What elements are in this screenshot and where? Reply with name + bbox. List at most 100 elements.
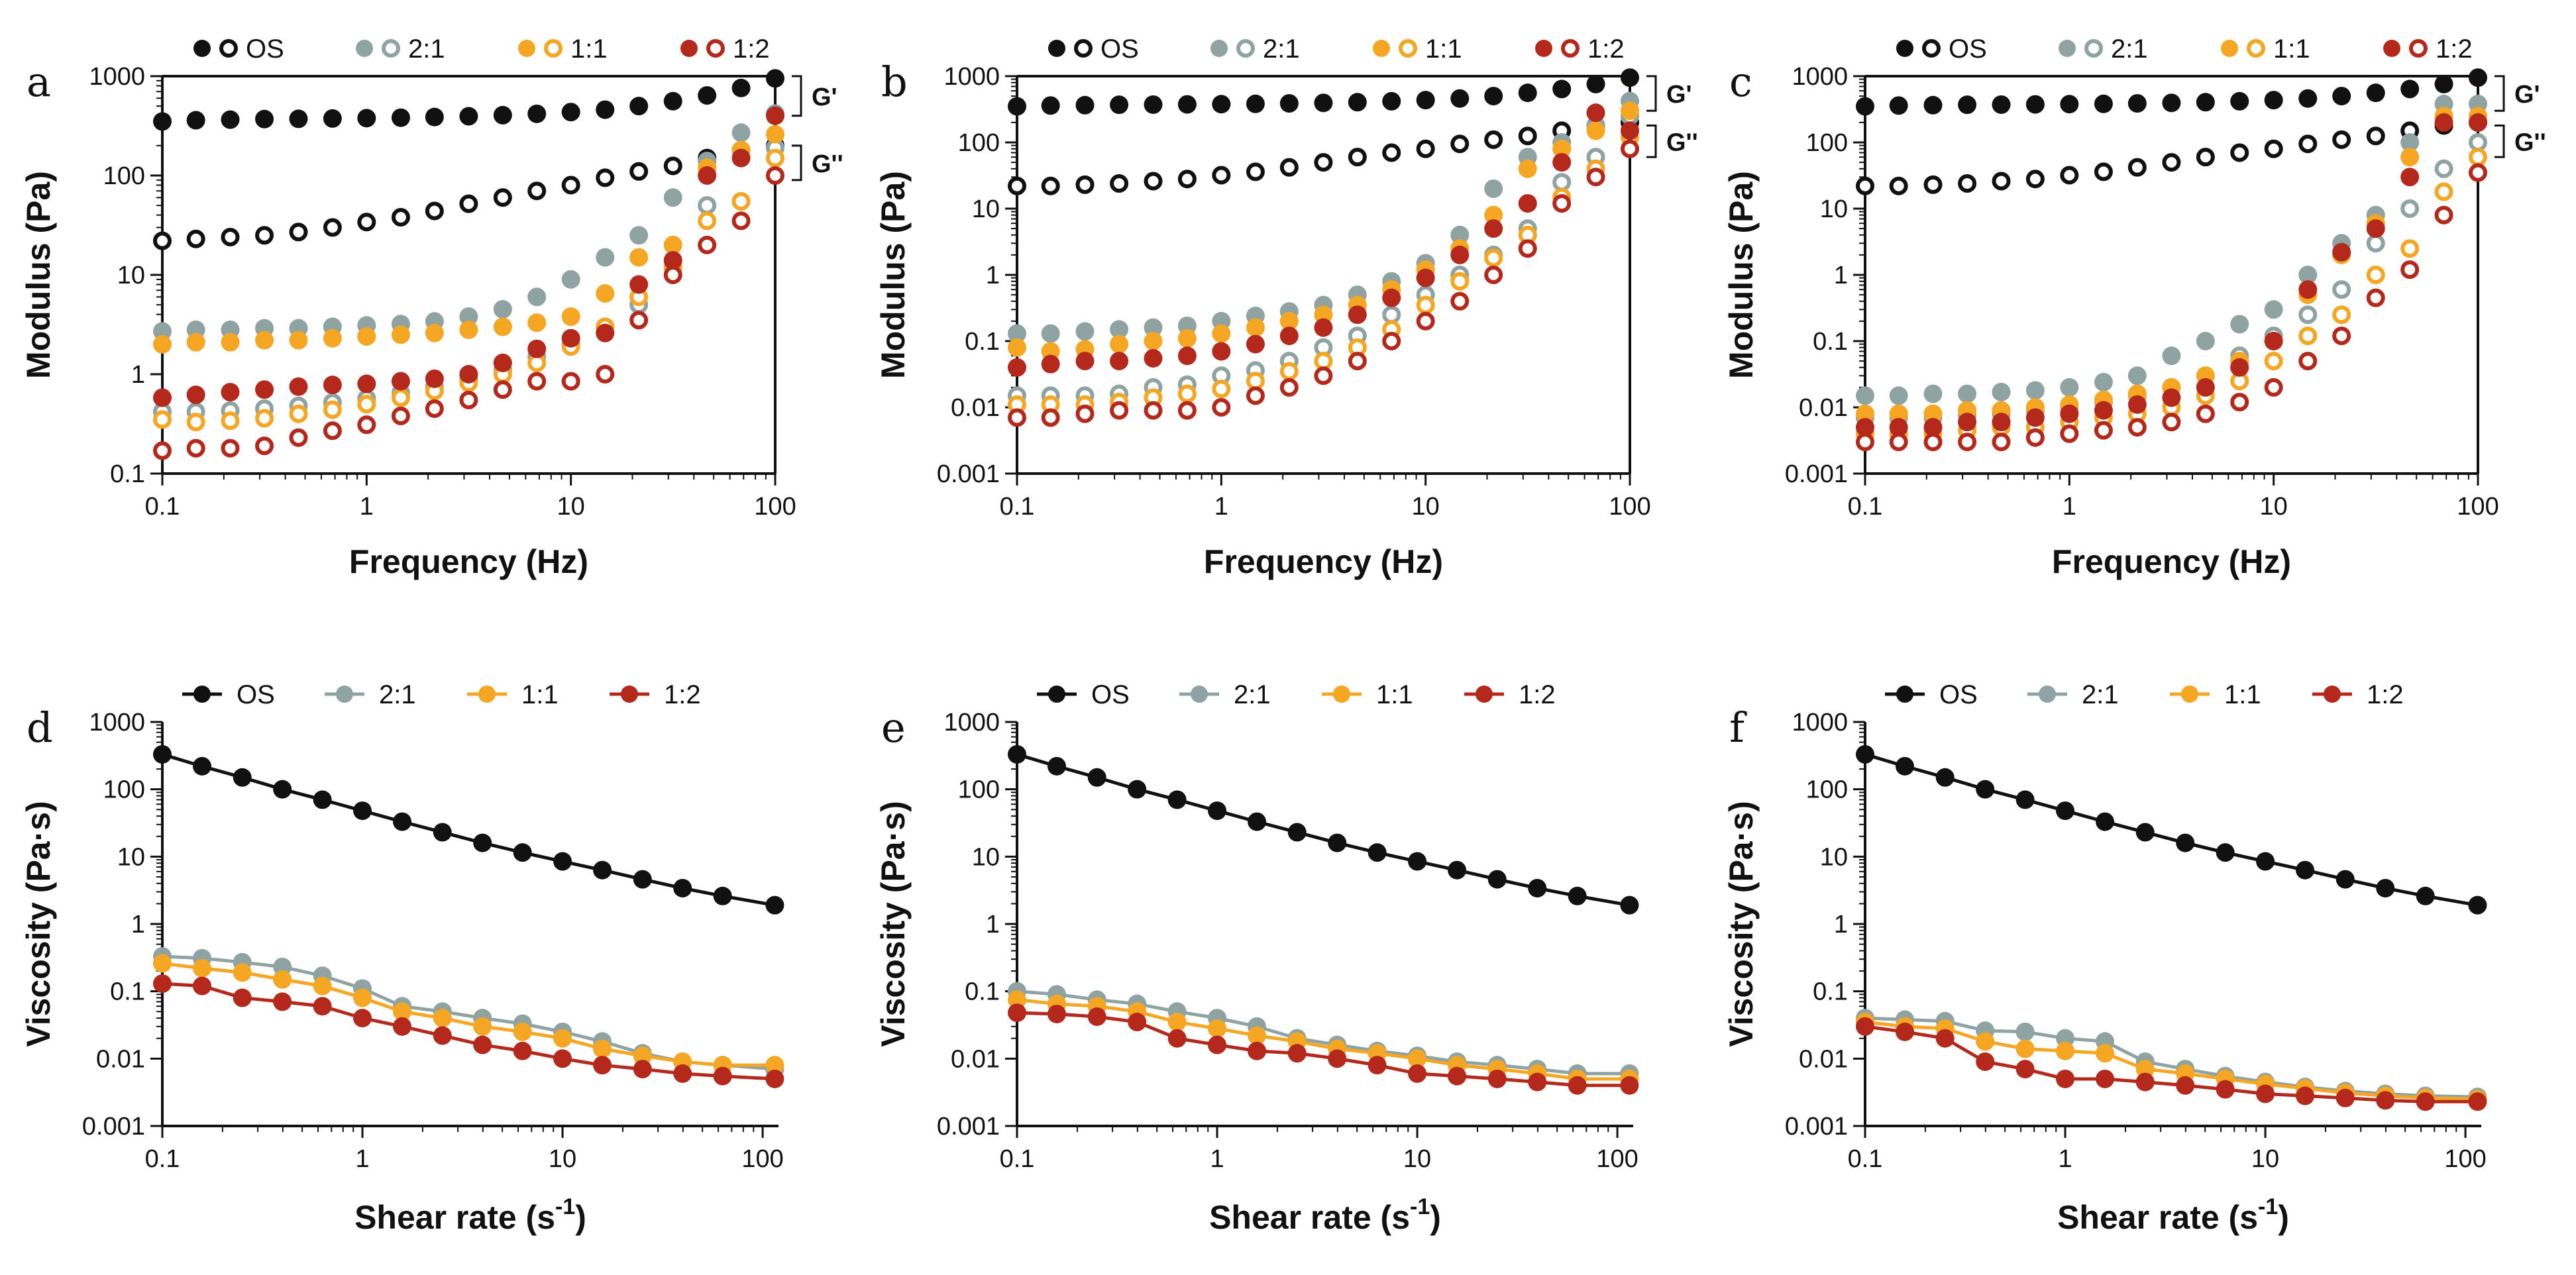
series-1-1 [1008,990,1639,1088]
data-point [2298,266,2318,284]
data-point [1246,318,1265,337]
bracket-label: G'' [1666,128,1698,156]
data-point [153,112,172,131]
data-point [313,790,332,809]
y-tick-label: 10 [117,262,145,289]
data-point-open [391,407,410,426]
data-point [633,1046,652,1066]
data-point [2298,89,2318,108]
data-point-open [2366,288,2385,307]
data-point [1047,1004,1067,1023]
y-tick-label: 1000 [89,63,145,91]
data-point-open [1314,352,1333,371]
data-point-open [1889,176,1908,195]
data-point [2094,401,2113,420]
series-line [162,982,775,1081]
data-point [2256,1084,2275,1103]
legend-label: OS [1100,34,1139,64]
data-point-open [1416,311,1435,331]
data-point [1621,121,1639,140]
data-point [1958,384,1977,403]
data-point-open [1246,386,1265,405]
data-point [473,1017,492,1036]
bracket-label: G' [2514,81,2540,109]
data-point [2296,1086,2315,1105]
data-point [2162,93,2181,113]
y-tick-label: 100 [958,776,1000,804]
legend-label: 1:1 [2273,34,2310,64]
data-point-open [1856,433,1874,452]
x-tick-label: 1 [2058,1145,2072,1173]
legend-marker-filled [2221,40,2238,57]
data-point-open [731,191,751,211]
data-point [1856,418,1874,437]
data-point [221,332,240,352]
data-point-open [2298,134,2318,154]
data-point [633,1060,652,1079]
data-point [2127,366,2147,385]
data-point-open [1518,127,1537,146]
x-tick-label: 10 [2260,493,2288,521]
data-point-open [1144,172,1163,191]
data-point [353,1009,372,1028]
data-point-open [2332,327,2351,346]
data-point [1856,1017,1874,1036]
data-point [2256,852,2275,871]
data-point [553,1049,572,1068]
series-1-2-g-double-prime [153,166,784,460]
data-point [1287,823,1307,842]
data-point [1992,95,2011,114]
data-point [1416,268,1435,287]
data-point [2376,878,2395,897]
data-point [1484,179,1503,198]
data-point [1552,79,1572,99]
data-point [255,331,274,350]
data-point-open [289,223,308,242]
data-point-open [459,390,478,409]
data-point [1958,413,1977,432]
data-point [513,1022,532,1041]
y-tick-label: 10 [117,843,145,871]
data-point [313,997,332,1016]
bracket-g-double-prime [2495,124,2505,158]
data-point-open [1552,194,1572,213]
data-point-open [2094,421,2113,440]
data-point-open [2434,159,2453,178]
x-tick-label: 1 [1214,493,1228,521]
legend-marker-filled [680,40,698,57]
data-point-open [2434,182,2453,201]
data-point [2335,1088,2355,1107]
data-point [2468,895,2487,915]
data-point-open [2196,404,2215,423]
data-point [1177,95,1197,114]
legend-marker [1191,686,1208,703]
legend-marker [336,686,353,703]
legend-label: 2:1 [379,680,416,709]
data-point-open [1992,433,2011,452]
data-point-open [1144,401,1163,420]
data-point [1208,1035,1227,1054]
data-point [2332,242,2351,262]
data-point [493,300,512,319]
data-point [1923,384,1943,403]
y-tick-label: 0.001 [1785,1113,1848,1141]
y-axis-title: Modulus (Pa) [1723,171,1760,379]
data-point [2056,1041,2075,1060]
data-point-open [2298,327,2318,346]
y-tick-label: 0.001 [937,1113,1000,1141]
data-point [1110,352,1129,371]
data-point [713,1066,732,1086]
data-point [273,992,292,1011]
data-point [153,322,172,341]
data-point-open [357,395,376,414]
legend-marker [1476,686,1493,703]
data-point [1167,1013,1187,1032]
data-point [1167,1029,1187,1048]
data-point [221,383,240,402]
y-tick-label: 1 [986,911,1000,939]
data-point [1075,95,1095,115]
data-point [596,323,615,342]
data-point [233,768,252,787]
y-tick-label: 0.001 [937,460,1000,488]
legend-label: 2:1 [408,34,445,64]
